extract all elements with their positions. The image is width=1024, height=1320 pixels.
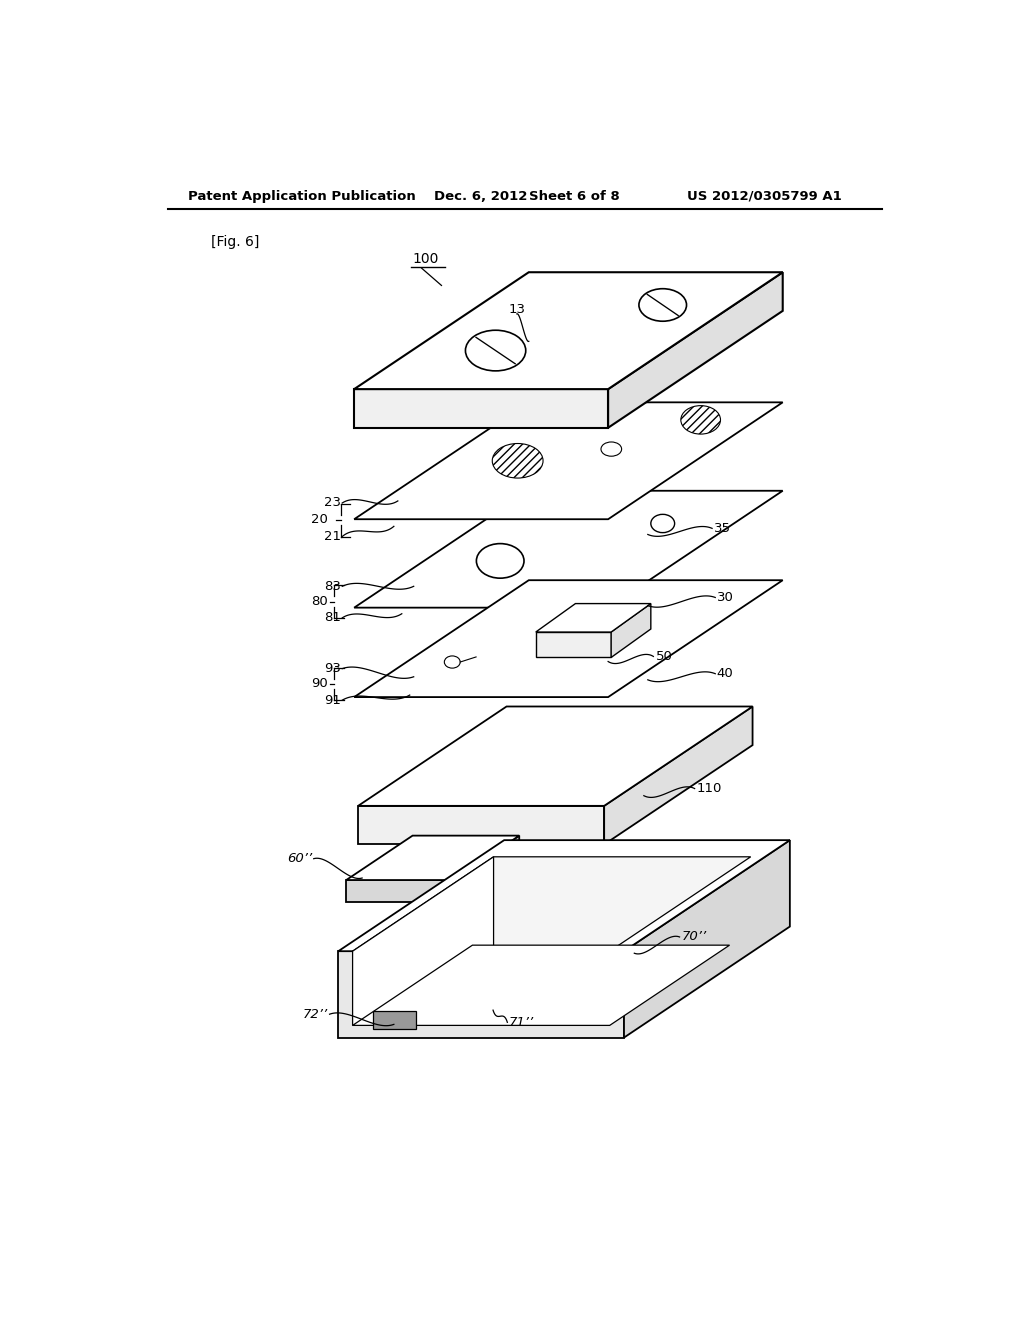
Polygon shape: [346, 836, 519, 880]
Ellipse shape: [444, 656, 460, 668]
Ellipse shape: [476, 544, 524, 578]
Polygon shape: [624, 840, 790, 1038]
Text: 20: 20: [311, 512, 328, 525]
Text: 91: 91: [324, 693, 341, 706]
Polygon shape: [608, 272, 782, 428]
Text: 100: 100: [412, 252, 438, 267]
Text: 30: 30: [717, 591, 734, 605]
Ellipse shape: [493, 444, 543, 478]
Polygon shape: [611, 603, 651, 657]
Polygon shape: [354, 272, 782, 389]
Text: 80: 80: [311, 595, 328, 609]
Text: 83: 83: [324, 579, 341, 593]
Polygon shape: [346, 880, 453, 903]
Text: [Fig. 6]: [Fig. 6]: [211, 235, 260, 248]
Polygon shape: [352, 857, 494, 1026]
Polygon shape: [604, 706, 753, 845]
Ellipse shape: [601, 442, 622, 457]
Text: 93: 93: [324, 663, 341, 675]
Polygon shape: [354, 491, 782, 607]
Text: 70’’: 70’’: [682, 931, 708, 944]
Ellipse shape: [466, 330, 525, 371]
Text: 60’’: 60’’: [287, 853, 312, 865]
Polygon shape: [352, 857, 751, 952]
Polygon shape: [373, 1011, 416, 1030]
Text: 72’’: 72’’: [303, 1007, 328, 1020]
Polygon shape: [338, 840, 790, 952]
Text: Sheet 6 of 8: Sheet 6 of 8: [528, 190, 620, 202]
Polygon shape: [354, 581, 782, 697]
Polygon shape: [536, 632, 611, 657]
Text: 23: 23: [324, 496, 341, 510]
Text: 13: 13: [508, 304, 525, 317]
Ellipse shape: [681, 405, 721, 434]
Text: Patent Application Publication: Patent Application Publication: [187, 190, 416, 202]
Ellipse shape: [651, 515, 675, 533]
Polygon shape: [358, 706, 753, 805]
Polygon shape: [354, 389, 608, 428]
Polygon shape: [352, 945, 729, 1026]
Text: US 2012/0305799 A1: US 2012/0305799 A1: [687, 190, 842, 202]
Polygon shape: [358, 805, 604, 845]
Polygon shape: [354, 403, 782, 519]
Polygon shape: [536, 603, 651, 632]
Polygon shape: [453, 836, 519, 903]
Ellipse shape: [639, 289, 686, 321]
Text: Dec. 6, 2012: Dec. 6, 2012: [433, 190, 527, 202]
Text: 50: 50: [655, 649, 673, 663]
Text: 110: 110: [697, 781, 722, 795]
Text: 81: 81: [324, 611, 341, 624]
Text: 21: 21: [324, 531, 341, 543]
Text: 40: 40: [717, 667, 733, 680]
Polygon shape: [338, 952, 624, 1038]
Text: 71’’: 71’’: [509, 1016, 535, 1028]
Text: 90: 90: [311, 677, 328, 690]
Text: 35: 35: [714, 521, 731, 535]
